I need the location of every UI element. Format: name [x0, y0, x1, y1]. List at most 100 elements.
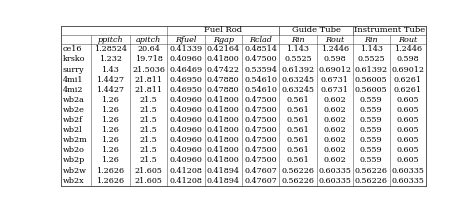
Text: 0.559: 0.559	[360, 157, 383, 164]
Text: wb2a: wb2a	[63, 96, 84, 104]
Text: surry: surry	[63, 66, 84, 74]
Text: 4mi1: 4mi1	[63, 76, 83, 84]
Text: 0.6731: 0.6731	[321, 86, 348, 94]
Text: 0.41894: 0.41894	[207, 167, 240, 175]
Text: 0.605: 0.605	[397, 96, 419, 104]
Text: Rin: Rin	[291, 36, 305, 44]
Text: 0.63245: 0.63245	[282, 76, 315, 84]
Text: 0.47422: 0.47422	[207, 66, 240, 74]
Text: apitch: apitch	[136, 36, 161, 44]
Text: 0.60335: 0.60335	[392, 167, 424, 175]
Text: 21.5: 21.5	[140, 146, 157, 154]
Text: 0.69012: 0.69012	[392, 66, 424, 74]
Text: 20.64: 20.64	[137, 45, 160, 53]
Text: 21.5: 21.5	[140, 157, 157, 164]
Text: 21.811: 21.811	[135, 76, 163, 84]
Text: 21.811: 21.811	[135, 86, 163, 94]
Text: 0.47500: 0.47500	[245, 126, 277, 134]
Text: Guide Tube: Guide Tube	[292, 27, 340, 34]
Text: 0.41800: 0.41800	[207, 126, 240, 134]
Text: 0.605: 0.605	[397, 106, 419, 114]
Text: 0.561: 0.561	[287, 157, 310, 164]
Text: 0.41339: 0.41339	[169, 45, 202, 53]
Text: 0.41800: 0.41800	[207, 146, 240, 154]
Text: 0.40960: 0.40960	[170, 136, 202, 144]
Text: 1.232: 1.232	[99, 55, 122, 64]
Text: 0.61392: 0.61392	[282, 66, 315, 74]
Text: Instrument Tube: Instrument Tube	[354, 27, 425, 34]
Text: 1.143: 1.143	[360, 45, 383, 53]
Text: 0.41208: 0.41208	[170, 177, 202, 185]
Text: 0.47607: 0.47607	[244, 177, 277, 185]
Text: 0.60335: 0.60335	[392, 177, 424, 185]
Text: 21.5: 21.5	[140, 96, 157, 104]
Text: 1.28524: 1.28524	[94, 45, 127, 53]
Text: 21.5: 21.5	[140, 116, 157, 124]
Text: 0.46950: 0.46950	[170, 76, 202, 84]
Text: 1.143: 1.143	[287, 45, 310, 53]
Text: 0.47500: 0.47500	[245, 55, 277, 64]
Text: 0.6261: 0.6261	[394, 86, 422, 94]
Text: 0.47500: 0.47500	[245, 96, 277, 104]
Text: 21.605: 21.605	[135, 177, 163, 185]
Text: 19.718: 19.718	[135, 55, 163, 64]
Text: 1.2446: 1.2446	[394, 45, 422, 53]
Text: 0.42164: 0.42164	[207, 45, 240, 53]
Text: 0.602: 0.602	[323, 146, 346, 154]
Text: 1.4427: 1.4427	[96, 86, 124, 94]
Text: 1.26: 1.26	[101, 136, 119, 144]
Text: 1.2446: 1.2446	[320, 45, 349, 53]
Text: 0.41894: 0.41894	[207, 177, 240, 185]
Text: 0.40960: 0.40960	[170, 157, 202, 164]
Text: wb2o: wb2o	[63, 146, 84, 154]
Text: 0.559: 0.559	[360, 96, 383, 104]
Text: 0.561: 0.561	[287, 136, 310, 144]
Text: 0.56226: 0.56226	[355, 177, 388, 185]
Text: 1.4427: 1.4427	[96, 76, 124, 84]
Text: 0.41800: 0.41800	[207, 106, 240, 114]
Text: wb2x: wb2x	[63, 177, 84, 185]
Text: 0.40960: 0.40960	[170, 146, 202, 154]
Text: 0.41800: 0.41800	[207, 55, 240, 64]
Text: 4mi2: 4mi2	[63, 86, 83, 94]
Text: 0.5525: 0.5525	[357, 55, 385, 64]
Text: 1.2626: 1.2626	[96, 177, 125, 185]
Text: 0.56005: 0.56005	[355, 86, 388, 94]
Text: 0.56005: 0.56005	[355, 76, 388, 84]
Text: wb2e: wb2e	[63, 106, 84, 114]
Text: 0.602: 0.602	[323, 157, 346, 164]
Text: 21.5: 21.5	[140, 126, 157, 134]
Text: 0.602: 0.602	[323, 106, 346, 114]
Text: 0.47500: 0.47500	[245, 146, 277, 154]
Text: 0.41208: 0.41208	[170, 167, 202, 175]
Text: 0.559: 0.559	[360, 136, 383, 144]
Text: 0.40960: 0.40960	[170, 106, 202, 114]
Text: 21.5036: 21.5036	[132, 66, 165, 74]
Text: 0.561: 0.561	[287, 146, 310, 154]
Text: 0.605: 0.605	[397, 157, 419, 164]
Text: Rclad: Rclad	[249, 36, 272, 44]
Text: 0.559: 0.559	[360, 106, 383, 114]
Text: Rin: Rin	[365, 36, 378, 44]
Text: 0.47607: 0.47607	[244, 167, 277, 175]
Text: 1.26: 1.26	[101, 146, 119, 154]
Text: 0.41800: 0.41800	[207, 96, 240, 104]
Text: 0.60335: 0.60335	[318, 177, 351, 185]
Text: 0.598: 0.598	[323, 55, 346, 64]
Text: 0.41800: 0.41800	[207, 116, 240, 124]
Text: 0.602: 0.602	[323, 126, 346, 134]
Text: 0.47500: 0.47500	[245, 116, 277, 124]
Text: 1.26: 1.26	[101, 126, 119, 134]
Text: 0.56226: 0.56226	[282, 167, 315, 175]
Text: krsko: krsko	[63, 55, 85, 64]
Text: 0.56226: 0.56226	[282, 177, 315, 185]
Text: 0.559: 0.559	[360, 116, 383, 124]
Text: 0.561: 0.561	[287, 106, 310, 114]
Text: Rgap: Rgap	[213, 36, 234, 44]
Text: 0.6731: 0.6731	[321, 76, 348, 84]
Text: 21.5: 21.5	[140, 136, 157, 144]
Text: wb2p: wb2p	[63, 157, 85, 164]
Text: wb2w: wb2w	[63, 167, 87, 175]
Text: 0.69012: 0.69012	[318, 66, 351, 74]
Text: 0.561: 0.561	[287, 126, 310, 134]
